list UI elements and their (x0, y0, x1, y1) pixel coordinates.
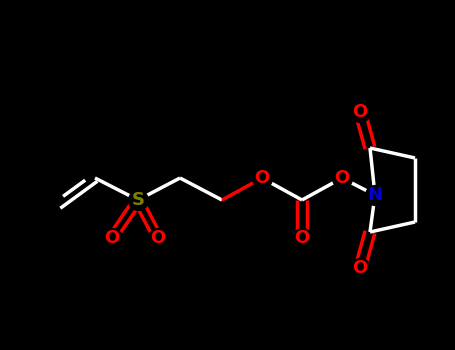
Text: O: O (352, 103, 368, 121)
Text: O: O (104, 229, 120, 247)
Text: N: N (368, 186, 383, 204)
Text: O: O (334, 169, 349, 187)
Text: O: O (352, 259, 368, 277)
Text: O: O (254, 169, 270, 187)
Text: O: O (150, 229, 166, 247)
Text: O: O (294, 229, 309, 247)
Text: S: S (131, 191, 145, 209)
